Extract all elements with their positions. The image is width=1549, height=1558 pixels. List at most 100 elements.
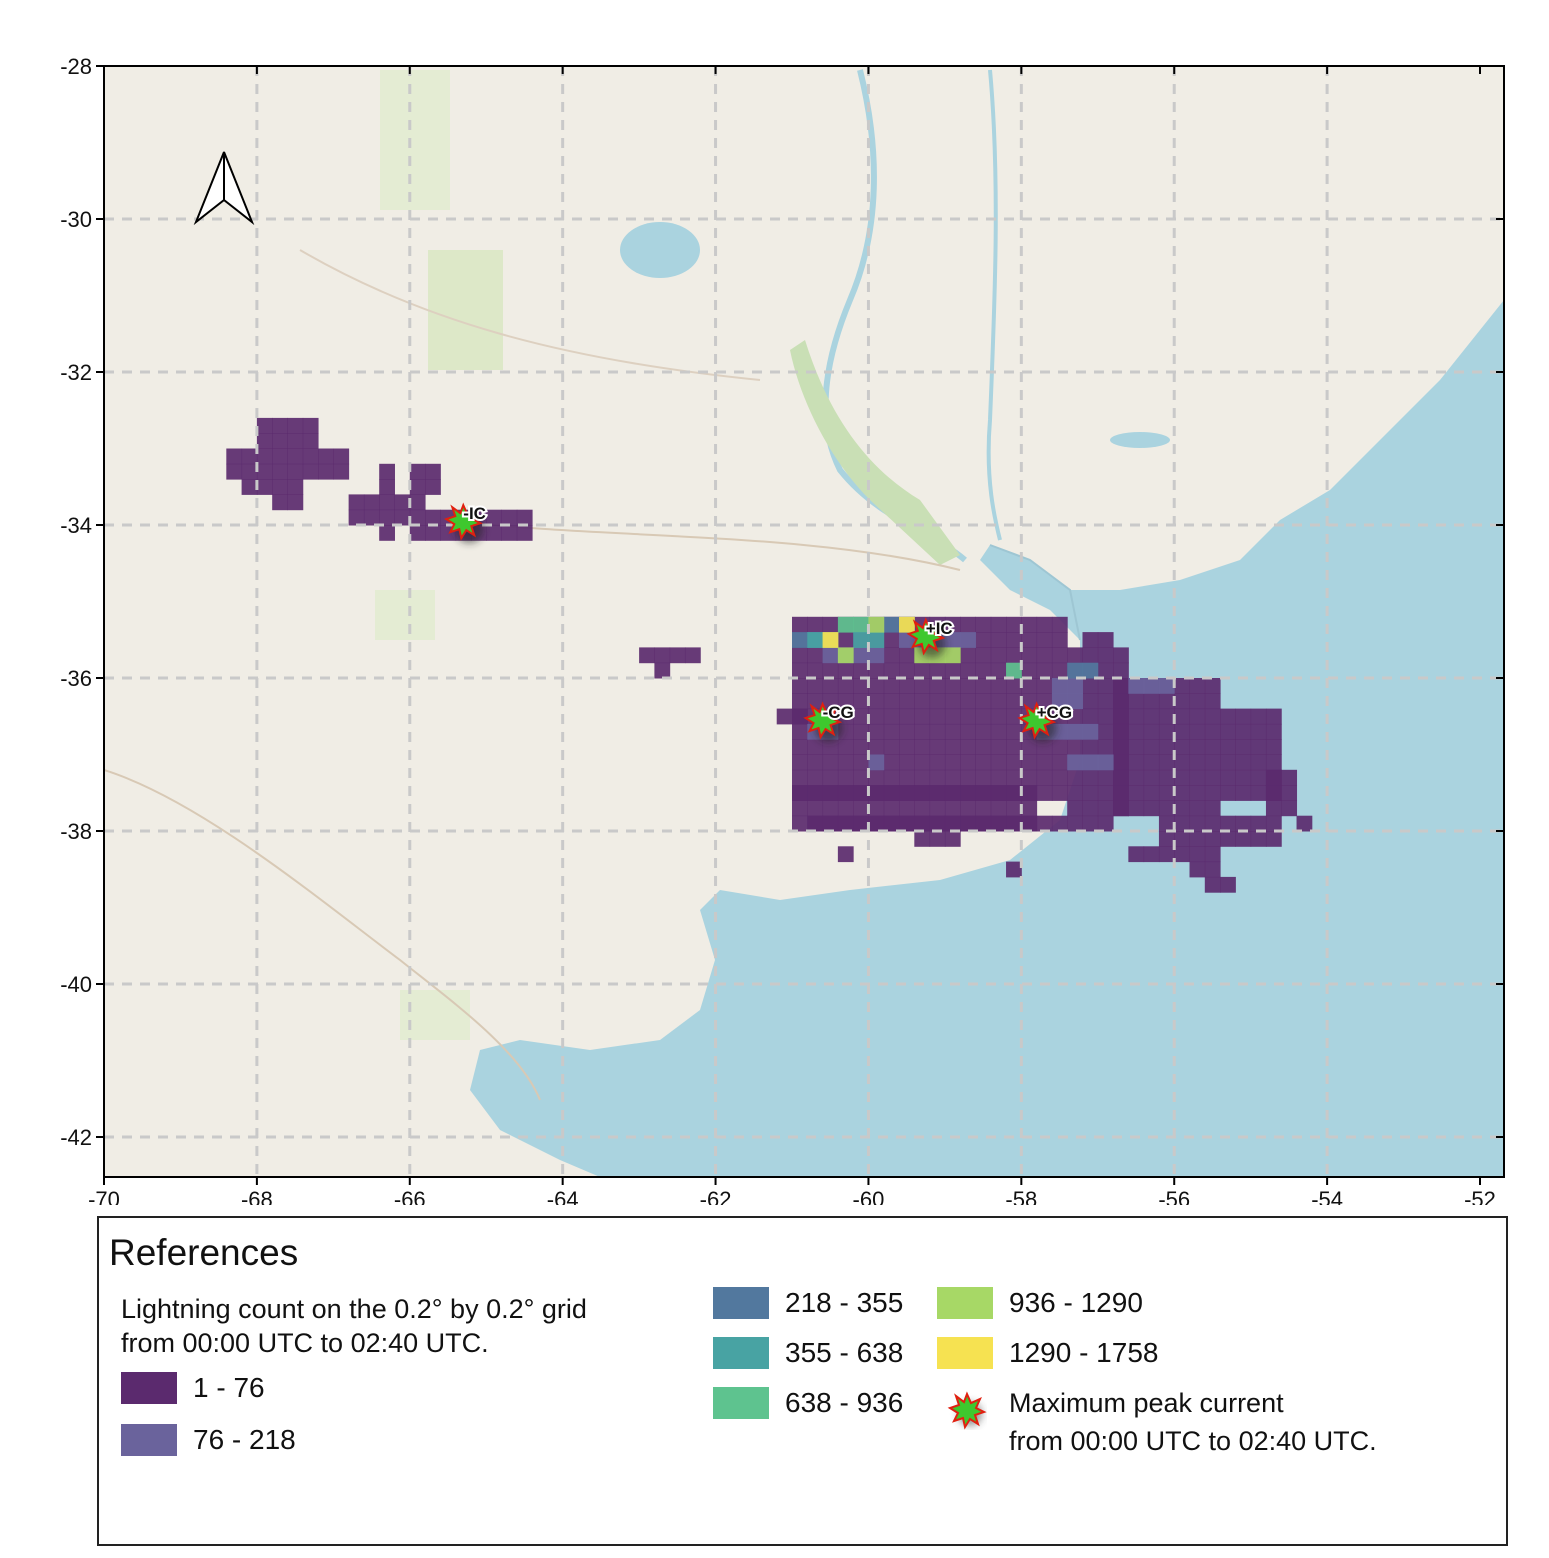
grid-cell [837, 815, 854, 832]
grid-cell [975, 708, 992, 725]
grid-cell [1051, 769, 1068, 786]
grid-cell [1067, 754, 1083, 771]
grid-cell [1281, 769, 1298, 786]
grid-cell [394, 494, 411, 511]
grid-cell [1036, 678, 1053, 694]
grid-cell [241, 479, 258, 495]
grid-cell [241, 448, 258, 465]
grid-cell [792, 632, 808, 648]
grid-cell [1097, 647, 1114, 664]
grid-cell [287, 448, 304, 465]
ocean [470, 300, 1504, 1177]
grid-cell [1006, 815, 1022, 832]
grid-cell [1235, 769, 1252, 786]
grid-cell [837, 800, 854, 817]
grid-cell [944, 815, 961, 832]
grid-cell [318, 448, 334, 465]
x-tick-label: -60 [853, 1187, 885, 1205]
grid-cell [792, 678, 808, 694]
grid-cell [975, 632, 992, 648]
grid-cell [944, 831, 961, 847]
grid-cell [287, 463, 304, 480]
grid-cell [1128, 785, 1145, 801]
grid-cell [1097, 769, 1114, 786]
grid-cell [792, 723, 808, 740]
grid-cell [1250, 739, 1267, 755]
grid-cell [899, 723, 915, 740]
grid-cell [990, 708, 1007, 725]
grid-cell [792, 815, 808, 832]
grid-cell [1265, 769, 1282, 786]
grid-cell [975, 785, 992, 801]
grid-cell [899, 616, 915, 633]
grid-cell [1189, 831, 1206, 847]
grid-cell [1097, 632, 1114, 648]
grid-cell [929, 800, 946, 817]
grid-cell [822, 693, 839, 710]
grid-cell [1036, 739, 1053, 755]
grid-cell [1021, 616, 1038, 633]
grid-cell [822, 785, 839, 801]
grid-cell [1021, 754, 1038, 771]
grid-cell [1006, 616, 1022, 633]
grid-cell [883, 754, 900, 771]
grid-cell [486, 525, 503, 541]
grid-cell [960, 647, 976, 664]
grid-cell [1006, 693, 1022, 710]
peak-marker-label: +CG [1037, 703, 1072, 722]
grid-cell [914, 662, 931, 679]
grid-cell [1174, 723, 1191, 740]
grid-cell [318, 463, 334, 480]
grid-cell [1006, 800, 1022, 817]
grid-cell [1128, 678, 1145, 694]
grid-cell [792, 769, 808, 786]
grid-cell [1051, 754, 1068, 771]
grid-cell [226, 448, 243, 465]
grid-cell [929, 754, 946, 771]
grid-cell [1067, 662, 1083, 679]
grid-cell [1220, 723, 1236, 740]
grid-cell [1189, 723, 1206, 740]
grid-cell [1082, 723, 1099, 740]
y-tick-label: -30 [60, 207, 92, 232]
grid-cell [1082, 662, 1099, 679]
grid-cell [1265, 723, 1282, 740]
grid-cell [944, 800, 961, 817]
grid-cell [1006, 678, 1022, 694]
grid-cell [807, 815, 824, 832]
grid-cell [1235, 754, 1252, 771]
grid-cell [1250, 785, 1267, 801]
grid-cell [1204, 876, 1221, 893]
grid-cell [1143, 708, 1160, 725]
rio-de-la-plata-shore [989, 544, 1081, 641]
lightning-map: -IC +IC -CG +CG -70 -68 -66 -64 -62 -60 -58 -56 -54… [60, 54, 1505, 1205]
grid-cell [868, 632, 885, 648]
grid-cell [1006, 723, 1022, 740]
grid-cell [853, 800, 869, 817]
grid-cell [287, 433, 304, 449]
grid-cell [837, 754, 854, 771]
grid-cell [1082, 693, 1099, 710]
grid-cell [1143, 800, 1160, 817]
grid-cell [868, 647, 885, 664]
legend-peak-line2: from 00:00 UTC to 02:40 UTC. [1009, 1426, 1377, 1456]
grid-cell [914, 785, 931, 801]
grid-cell [1220, 769, 1236, 786]
grid-cell [960, 785, 976, 801]
grid-cell [914, 831, 931, 847]
x-tick-label: -56 [1158, 1187, 1190, 1205]
grid-cell [501, 525, 518, 541]
peak-marker: +IC [906, 617, 955, 658]
grid-cell [1067, 785, 1083, 801]
grid-cell [960, 723, 976, 740]
grid-cell [822, 815, 839, 832]
grid-cell [853, 693, 869, 710]
grid-cell [1174, 815, 1191, 832]
grid-cell [807, 754, 824, 771]
grid-cell [990, 693, 1007, 710]
grid-cell [654, 647, 671, 664]
grid-cell [929, 815, 946, 832]
grid-cell [929, 708, 946, 725]
grid-cell [899, 754, 915, 771]
grid-cell [929, 662, 946, 679]
